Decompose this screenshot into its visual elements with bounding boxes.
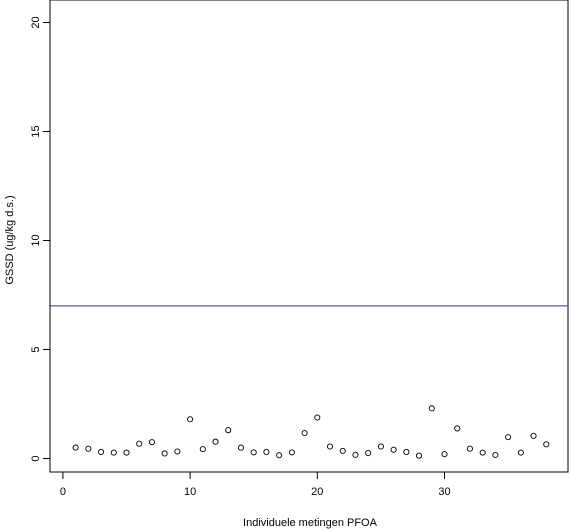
data-point xyxy=(288,449,295,456)
x-axis-title: Individuele metingen PFOA xyxy=(243,517,378,529)
data-point xyxy=(530,432,537,439)
data-point xyxy=(454,425,461,432)
data-point xyxy=(276,452,283,459)
data-point xyxy=(517,449,524,456)
y-axis: 0 5 10 15 20 xyxy=(30,16,51,462)
data-point xyxy=(492,451,499,459)
data-point xyxy=(85,445,92,452)
points-layer xyxy=(72,405,550,459)
x-tick-label: 20 xyxy=(311,486,323,498)
data-point xyxy=(123,449,130,456)
data-point xyxy=(250,449,257,456)
x-axis: 0 10 20 30 xyxy=(60,471,451,498)
data-point xyxy=(148,439,155,446)
y-tick-label: 5 xyxy=(30,346,42,352)
data-point xyxy=(237,444,245,451)
data-point xyxy=(403,448,410,456)
data-point xyxy=(199,446,206,453)
x-tick-label: 0 xyxy=(60,486,66,498)
y-tick-label: 15 xyxy=(30,125,42,137)
data-point xyxy=(428,405,435,412)
data-point xyxy=(377,443,384,450)
data-point xyxy=(416,452,423,459)
data-point xyxy=(110,449,117,456)
data-point xyxy=(352,451,359,458)
data-point xyxy=(365,449,372,457)
data-point xyxy=(212,438,219,445)
x-tick-label: 10 xyxy=(184,486,196,498)
data-point xyxy=(161,450,168,457)
data-point xyxy=(339,447,346,454)
data-point xyxy=(98,448,105,456)
y-tick-label: 20 xyxy=(30,16,42,28)
data-point xyxy=(390,446,397,453)
data-point xyxy=(466,445,473,452)
data-point xyxy=(136,440,143,447)
y-axis-title: GSSD (ug/kg d.s.) xyxy=(4,195,16,284)
data-point xyxy=(326,443,334,450)
data-point xyxy=(225,427,232,434)
data-point xyxy=(72,444,79,451)
data-point xyxy=(301,429,308,437)
data-point xyxy=(263,448,270,456)
plot-frame xyxy=(49,0,569,473)
data-point xyxy=(314,414,321,421)
data-point xyxy=(187,416,194,423)
data-point xyxy=(479,449,486,456)
data-point xyxy=(174,448,181,455)
x-tick-label: 30 xyxy=(438,486,450,498)
data-point xyxy=(543,441,550,448)
y-tick-label: 10 xyxy=(30,234,42,246)
y-tick-label: 0 xyxy=(30,455,42,461)
data-point xyxy=(441,451,448,458)
data-point xyxy=(505,434,512,441)
